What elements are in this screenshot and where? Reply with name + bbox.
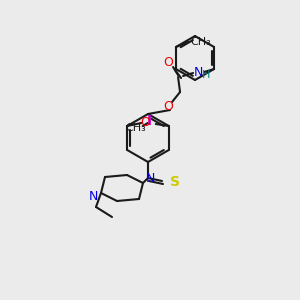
Text: O: O — [140, 116, 150, 130]
Text: CH₃: CH₃ — [190, 37, 211, 47]
Text: H: H — [202, 70, 210, 80]
Text: O: O — [163, 100, 173, 112]
Text: N: N — [194, 65, 203, 79]
Text: N: N — [146, 172, 155, 185]
Text: I: I — [147, 114, 152, 128]
Text: S: S — [170, 175, 180, 189]
Text: O: O — [163, 56, 173, 70]
Text: N: N — [88, 190, 98, 203]
Text: CH₃: CH₃ — [125, 123, 146, 133]
